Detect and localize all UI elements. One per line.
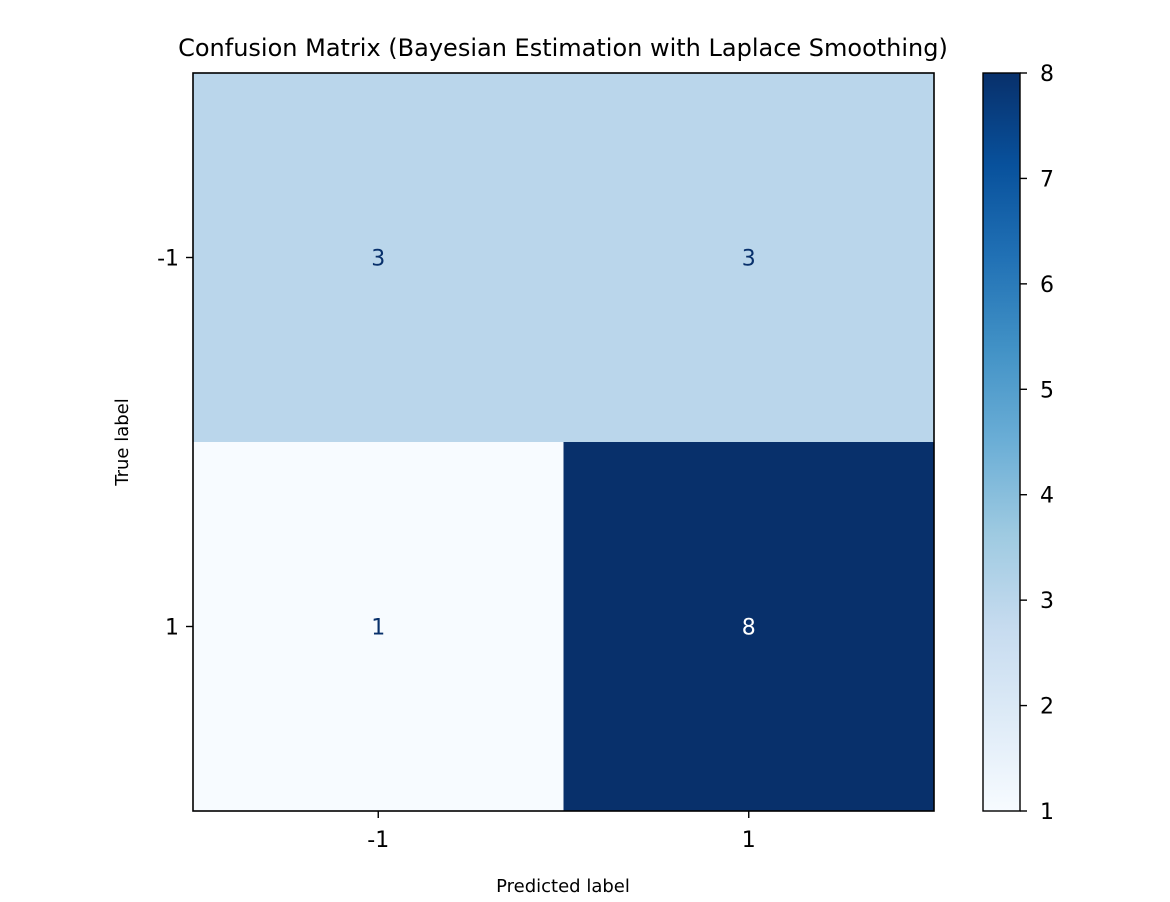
plot-frame — [192, 72, 935, 812]
x-axis-label: Predicted label — [496, 876, 630, 897]
chart-title: Confusion Matrix (Bayesian Estimation wi… — [178, 34, 948, 62]
colorbar-tick-label: 7 — [1040, 167, 1054, 192]
colorbar-ticks: 1 2 3 4 5 6 7 8 — [1020, 62, 1054, 825]
x-tick-label: -1 — [367, 828, 389, 853]
colorbar-tick-label: 8 — [1040, 62, 1054, 87]
x-axis-ticks: -1 1 — [367, 811, 756, 853]
heatmap-cell — [193, 442, 564, 811]
y-tick-label: 1 — [165, 616, 179, 641]
heatmap-cell — [563, 442, 934, 811]
colorbar-tick-label: 2 — [1040, 695, 1054, 720]
colorbar — [982, 72, 1021, 812]
y-axis-ticks: -1 1 — [157, 247, 193, 641]
heatmap-cell — [193, 73, 564, 442]
y-tick-label: -1 — [157, 247, 179, 272]
colorbar-tick-label: 5 — [1040, 378, 1054, 403]
colorbar-tick-label: 1 — [1040, 800, 1054, 825]
cell-value-label: 3 — [371, 247, 385, 272]
colorbar-tick-label: 6 — [1040, 273, 1054, 298]
cell-value-label: 1 — [371, 616, 385, 641]
y-axis-label: True label — [112, 398, 133, 487]
heatmap-cell — [563, 73, 934, 442]
cell-value-label: 8 — [742, 616, 756, 641]
x-tick-label: 1 — [742, 828, 756, 853]
colorbar-tick-label: 4 — [1040, 484, 1054, 509]
colorbar-tick-label: 3 — [1040, 589, 1054, 614]
cell-value-label: 3 — [742, 247, 756, 272]
heatmap-cells: 3 3 1 8 — [193, 73, 934, 811]
